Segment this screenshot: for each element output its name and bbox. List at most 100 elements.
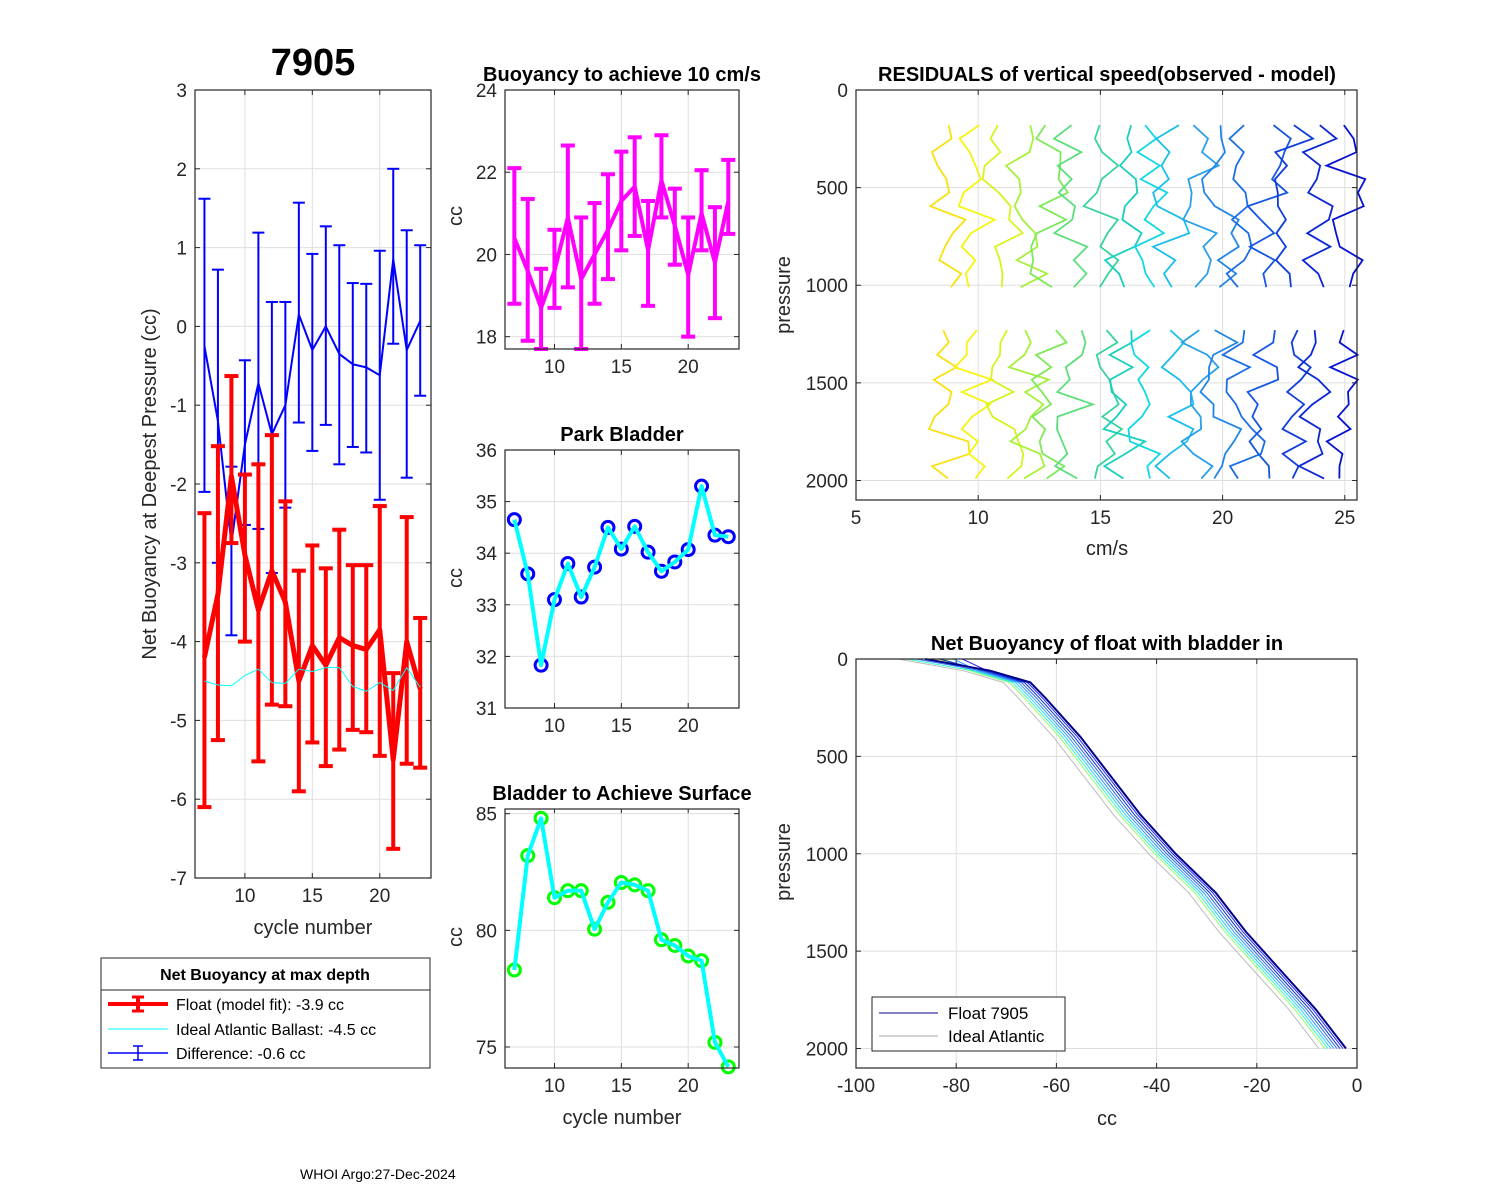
y-tick-label: 1500 <box>806 942 848 963</box>
y-tick-label: 1500 <box>806 374 848 395</box>
y-tick-label: 18 <box>476 328 497 349</box>
y-tick-label: -1 <box>170 396 187 417</box>
series-line <box>512 178 731 310</box>
data-point <box>600 894 616 910</box>
x-tick-label: 15 <box>611 1076 632 1097</box>
residual-profile <box>1281 329 1312 479</box>
footer-credit: WHOI Argo:27-Dec-2024 <box>300 1166 456 1182</box>
y-tick-label: 20 <box>476 245 497 266</box>
legend-label: Float (model fit): -3.9 cc <box>176 997 344 1014</box>
x-tick-label: 10 <box>544 716 565 737</box>
residual-profile <box>1007 329 1051 480</box>
residual-profile <box>957 124 997 288</box>
x-tick-label: 20 <box>1212 508 1233 529</box>
x-axis-label: cycle number <box>563 1107 682 1129</box>
buoyancy-profile <box>930 658 1332 1049</box>
chart-title: 7905 <box>271 42 356 84</box>
x-axis-label: cycle number <box>254 917 373 939</box>
y-tick-label: 0 <box>837 650 848 671</box>
residual-profile <box>1273 124 1315 288</box>
data-point <box>627 518 643 534</box>
y-tick-label: 22 <box>476 163 497 184</box>
residual-profile <box>928 124 968 288</box>
y-tick-label: 500 <box>816 179 848 200</box>
residual-profile <box>1154 329 1195 480</box>
y-tick-label: 1 <box>176 239 187 260</box>
legend-title: Net Buoyancy at max depth <box>160 967 370 984</box>
residual-profile <box>1180 329 1220 480</box>
residual-profile <box>1133 124 1169 288</box>
axes-residuals: 5 10 15 20 25 0 500 1000 1500 2000 <box>806 81 1367 529</box>
residual-profile <box>1220 330 1266 480</box>
x-tick-label: 15 <box>611 716 632 737</box>
y-tick-label: -2 <box>170 475 187 496</box>
residual-profile <box>1199 329 1243 479</box>
y-tick-label: 2000 <box>806 1040 848 1061</box>
y-tick-label: 75 <box>476 1038 497 1059</box>
buoyancy-10cms-chart: Buoyancy to achieve 10 cm/s cc <box>445 64 761 226</box>
buoyancy-profile <box>943 658 1326 1049</box>
legend-entry-float: Float (model fit): -3.9 cc <box>108 995 344 1014</box>
park-bladder-chart: Park Bladder cc <box>445 424 684 588</box>
residual-profile <box>1150 124 1191 288</box>
net-buoyancy-chart: 7905 cycle number Net Buoyancy at Deepes… <box>139 42 373 939</box>
axes-frame <box>855 658 1358 1069</box>
chart-title: Park Bladder <box>560 424 684 446</box>
residual-profile <box>1296 330 1332 480</box>
x-tick-label: 10 <box>234 886 255 907</box>
residual-profile <box>1246 124 1292 288</box>
axes-frame <box>855 89 1358 501</box>
y-tick-label: 2000 <box>806 471 848 492</box>
axes-park-bladder: 10 15 20 31 32 33 34 35 36 <box>476 441 739 737</box>
data-point <box>560 556 576 572</box>
y-tick-label: 31 <box>476 699 497 720</box>
series-line-difference <box>203 258 422 545</box>
buoyancy-profile <box>924 658 1347 1050</box>
x-tick-label: -100 <box>837 1076 875 1097</box>
x-tick-label: 20 <box>369 886 390 907</box>
legend-profile: Float 7905 Ideal Atlantic <box>871 996 1066 1052</box>
axes-frame <box>194 89 432 879</box>
y-tick-label: 33 <box>476 596 497 617</box>
y-axis-label: cc <box>445 206 467 226</box>
residual-profile <box>953 329 995 480</box>
chart-title: Net Buoyancy of float with bladder in <box>931 633 1283 655</box>
y-axis-label: Net Buoyancy at Deepest Pressure (cc) <box>139 308 161 659</box>
residual-profile <box>1029 124 1070 288</box>
x-tick-label: 0 <box>1352 1076 1363 1097</box>
chart-title: RESIDUALS of vertical speed(observed - m… <box>878 64 1336 86</box>
residual-profile <box>1082 124 1120 288</box>
residual-profile <box>1181 124 1221 288</box>
series-line <box>512 816 731 1068</box>
data-point <box>667 554 683 570</box>
data-point <box>613 541 629 557</box>
axes-frame <box>504 89 740 350</box>
y-tick-label: 34 <box>476 544 498 565</box>
y-tick-label: 500 <box>816 747 848 768</box>
data-point <box>640 544 656 560</box>
y-tick-label: 80 <box>476 921 497 942</box>
legend-label: Ideal Atlantic <box>948 1027 1045 1046</box>
residual-profile <box>1093 329 1124 479</box>
net-buoyancy-profile-chart: Net Buoyancy of float with bladder in cc… <box>773 633 1283 1130</box>
axes-net-buoyancy: 10 15 20 -7 -6 -5 -4 -3 -2 -1 0 1 2 3 <box>170 81 431 907</box>
x-axis-label: cc <box>1097 1108 1117 1130</box>
residual-profile <box>1201 125 1241 288</box>
legend-label: Ideal Atlantic Ballast: -4.5 cc <box>176 1022 376 1039</box>
y-tick-label: 32 <box>476 647 497 668</box>
y-tick-label: -4 <box>170 633 187 654</box>
x-axis-label: cm/s <box>1086 538 1128 560</box>
y-tick-label: 1000 <box>806 845 848 866</box>
residual-profile <box>1246 330 1280 479</box>
residual-profile <box>1004 124 1050 288</box>
y-tick-label: 3 <box>176 81 187 102</box>
y-tick-label: 0 <box>837 81 848 102</box>
y-tick-label: -6 <box>170 790 187 811</box>
residual-profile <box>1103 124 1143 288</box>
x-tick-label: 15 <box>1090 508 1111 529</box>
residual-profile <box>1030 329 1069 480</box>
data-point <box>573 589 589 605</box>
residuals-chart: RESIDUALS of vertical speed(observed - m… <box>773 64 1336 560</box>
series-line <box>512 484 729 668</box>
y-tick-label: 0 <box>176 317 187 338</box>
